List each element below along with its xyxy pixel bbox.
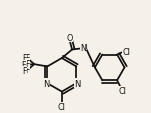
Text: N: N bbox=[80, 44, 86, 53]
Text: Cl: Cl bbox=[58, 102, 66, 111]
Text: F: F bbox=[22, 66, 26, 75]
Text: O: O bbox=[67, 34, 73, 43]
Text: F: F bbox=[22, 54, 26, 63]
Text: F: F bbox=[26, 54, 30, 63]
Text: F: F bbox=[21, 61, 26, 70]
Text: N: N bbox=[74, 79, 81, 88]
Text: F: F bbox=[26, 65, 30, 74]
Text: H: H bbox=[82, 44, 87, 50]
Text: N: N bbox=[43, 79, 49, 88]
Text: F: F bbox=[25, 59, 30, 68]
Text: Cl: Cl bbox=[118, 86, 126, 95]
Text: Cl: Cl bbox=[122, 47, 130, 56]
